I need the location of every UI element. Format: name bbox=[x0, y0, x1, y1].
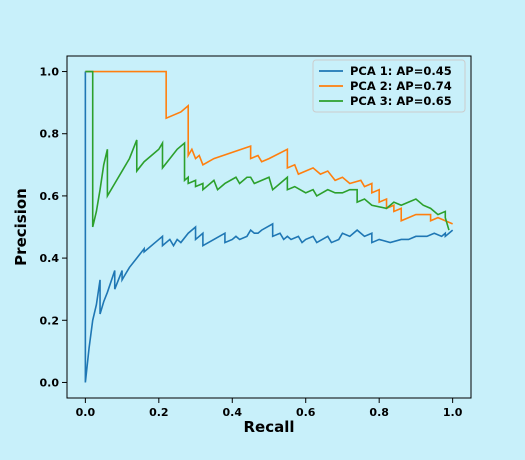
series-layer bbox=[84, 70, 454, 383]
x-tick-label: 1.0 bbox=[443, 406, 463, 419]
y-tick-label: 0.2 bbox=[40, 314, 60, 327]
plot-area-background bbox=[67, 56, 471, 398]
y-tick-label: 0.4 bbox=[40, 252, 60, 265]
legend-label-pca-3: PCA 3: AP=0.65 bbox=[350, 94, 452, 108]
series-line-pca-1 bbox=[84, 71, 454, 383]
x-tick-label: 0.6 bbox=[296, 406, 316, 419]
legend-label-pca-2: PCA 2: AP=0.74 bbox=[350, 79, 452, 93]
y-axis-ticks: 0.0 0.2 0.4 0.6 0.8 1.0 bbox=[40, 66, 67, 389]
y-tick-label: 0.8 bbox=[40, 128, 60, 141]
y-axis-label: Precision bbox=[12, 188, 30, 266]
legend-label-pca-1: PCA 1: AP=0.45 bbox=[350, 64, 452, 78]
x-tick-label: 0.2 bbox=[149, 406, 169, 419]
plot-frame bbox=[66, 55, 472, 399]
series-line-pca-2 bbox=[85, 70, 453, 225]
y-tick-label: 0.6 bbox=[40, 190, 60, 203]
x-axis-label: Recall bbox=[243, 418, 294, 436]
series-line-pca-3 bbox=[85, 70, 450, 231]
legend-box bbox=[312, 59, 466, 113]
x-axis-ticks: 0.0 0.2 0.4 0.6 0.8 1.0 bbox=[76, 398, 463, 419]
x-tick-label: 0.4 bbox=[223, 406, 243, 419]
y-tick-label: 1.0 bbox=[40, 66, 60, 79]
y-tick-label: 0.0 bbox=[40, 376, 60, 389]
x-tick-label: 0.8 bbox=[369, 406, 389, 419]
x-tick-label: 0.0 bbox=[76, 406, 96, 419]
